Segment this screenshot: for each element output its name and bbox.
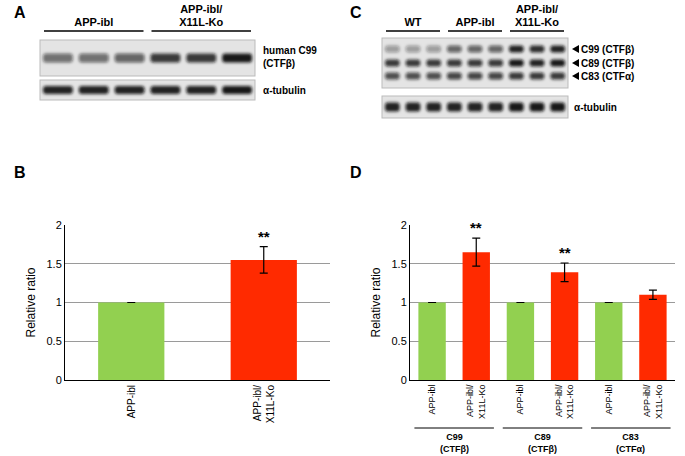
svg-text:Relative ratio: Relative ratio: [369, 267, 383, 337]
svg-text:C83 (CTFα): C83 (CTFα): [581, 71, 634, 82]
svg-text:1.5: 1.5: [392, 258, 407, 270]
svg-text:APP-ibl/: APP-ibl/: [516, 3, 558, 15]
svg-text:**: **: [258, 228, 270, 245]
svg-text:α-tubulin: α-tubulin: [574, 102, 617, 113]
svg-text:**: **: [470, 219, 482, 236]
svg-text:APP-ibl: APP-ibl: [74, 16, 113, 28]
svg-text:1: 1: [401, 296, 407, 308]
svg-text:0.5: 0.5: [392, 335, 407, 347]
svg-text:C99 (CTFβ): C99 (CTFβ): [581, 44, 634, 55]
svg-text:C89(CTFβ): C89(CTFβ): [528, 432, 557, 454]
svg-text:APP-ibl/X11L-Ko: APP-ibl/X11L-Ko: [465, 384, 487, 419]
svg-text:APP-ibl/: APP-ibl/: [180, 3, 222, 15]
svg-text:Relative ratio: Relative ratio: [24, 267, 38, 337]
svg-text:1: 1: [56, 296, 62, 308]
svg-text:APP-ibl/X11L-Ko: APP-ibl/X11L-Ko: [642, 384, 664, 419]
svg-text:APP-ibl/X11L-Ko: APP-ibl/X11L-Ko: [252, 385, 276, 424]
svg-text:APP-ibl: APP-ibl: [126, 385, 137, 418]
svg-text:C83(CTFα): C83(CTFα): [616, 432, 645, 454]
svg-text:0: 0: [401, 374, 407, 386]
svg-text:APP-ibl: APP-ibl: [515, 385, 525, 415]
svg-text:C89 (CTFβ): C89 (CTFβ): [581, 58, 634, 69]
svg-text:X11L-Ko: X11L-Ko: [179, 16, 223, 28]
svg-text:APP-ibl: APP-ibl: [455, 16, 494, 28]
svg-text:1.5: 1.5: [47, 258, 62, 270]
svg-text:0: 0: [56, 374, 62, 386]
svg-text:C: C: [350, 4, 362, 21]
svg-text:**: **: [559, 244, 571, 261]
svg-text:APP-ibl/X11L-Ko: APP-ibl/X11L-Ko: [554, 384, 576, 419]
svg-text:B: B: [14, 164, 26, 181]
svg-text:human C99: human C99: [263, 45, 317, 56]
svg-text:2: 2: [401, 219, 407, 231]
svg-text:2: 2: [56, 219, 62, 231]
svg-text:D: D: [350, 164, 362, 181]
svg-text:X11L-Ko: X11L-Ko: [515, 16, 559, 28]
svg-text:(CTFβ): (CTFβ): [263, 58, 295, 69]
svg-text:C99(CTFβ): C99(CTFβ): [440, 432, 469, 454]
svg-text:α-tubulin: α-tubulin: [263, 85, 306, 96]
svg-text:0.5: 0.5: [47, 335, 62, 347]
svg-text:APP-ibl: APP-ibl: [604, 385, 614, 415]
svg-text:APP-ibl: APP-ibl: [427, 385, 437, 415]
svg-text:A: A: [14, 4, 26, 21]
svg-text:WT: WT: [404, 16, 421, 28]
